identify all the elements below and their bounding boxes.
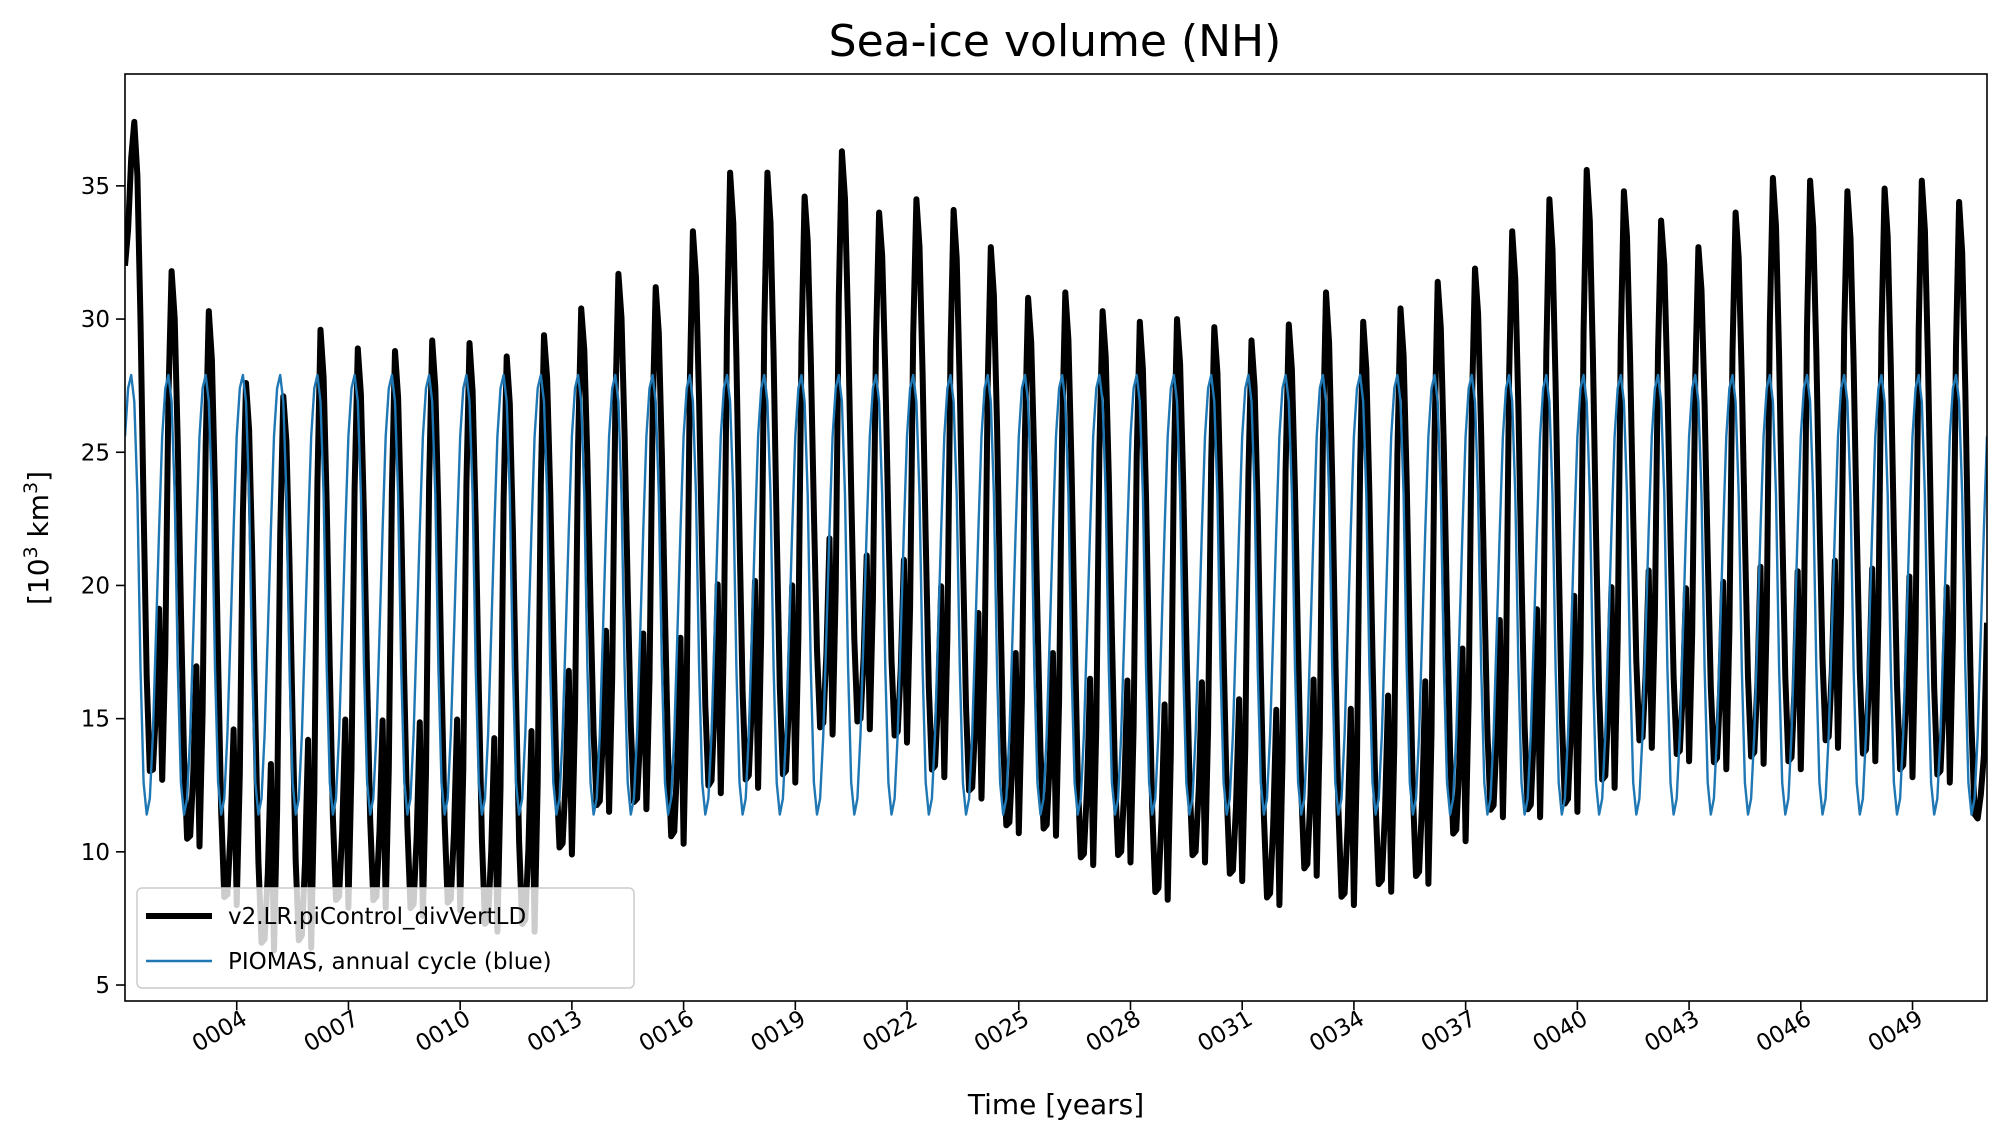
x-tick-label: 0016 <box>635 1006 699 1058</box>
y-tick-label: 20 <box>81 573 110 599</box>
x-tick-label: 0019 <box>747 1006 811 1058</box>
x-tick-label: 0007 <box>300 1006 364 1058</box>
plot-frame <box>124 73 1988 1002</box>
x-tick-label: 0025 <box>970 1006 1034 1058</box>
x-tick-label: 0031 <box>1193 1006 1257 1058</box>
series-line-model <box>125 118 1987 954</box>
x-tick-label: 0010 <box>411 1006 475 1058</box>
y-tick-label: 35 <box>81 174 110 200</box>
chart-title: Sea-ice volume (NH) <box>829 16 1282 67</box>
x-tick-label: 0034 <box>1305 1006 1369 1058</box>
y-tick-label: 25 <box>81 440 110 466</box>
y-tick-label: 5 <box>95 973 110 999</box>
plot-area <box>124 73 1988 1002</box>
legend-label-piomas: PIOMAS, annual cycle (blue) <box>228 949 552 975</box>
x-axis: 0004 0007 0010 0013 0016 0019 0022 0025 0028 0031… <box>188 1001 1928 1057</box>
legend: v2.LR.piControl_divVertLD PIOMAS, annual… <box>136 887 635 989</box>
x-tick-label: 0037 <box>1417 1006 1481 1058</box>
x-tick-label: 0049 <box>1864 1006 1928 1058</box>
legend-box <box>136 887 635 989</box>
y-axis-title: [103 km3] <box>20 471 55 605</box>
y-tick-label: 15 <box>81 707 110 733</box>
series-layer <box>125 118 1987 954</box>
legend-label-model: v2.LR.piControl_divVertLD <box>228 904 526 930</box>
x-tick-label: 0028 <box>1082 1006 1146 1058</box>
x-tick-label: 0013 <box>523 1006 587 1058</box>
y-tick-label: 10 <box>81 840 110 866</box>
x-axis-title: Time [years] <box>967 1088 1144 1121</box>
y-tick-label: 30 <box>81 307 110 333</box>
series-line-piomas <box>125 373 1987 816</box>
x-tick-label: 0046 <box>1752 1006 1816 1058</box>
y-axis: 5 10 15 20 25 30 35 <box>81 174 125 999</box>
x-tick-label: 0043 <box>1640 1006 1704 1058</box>
x-tick-label: 0022 <box>858 1006 922 1058</box>
x-tick-label: 0040 <box>1529 1006 1593 1058</box>
x-tick-label: 0004 <box>188 1006 252 1058</box>
